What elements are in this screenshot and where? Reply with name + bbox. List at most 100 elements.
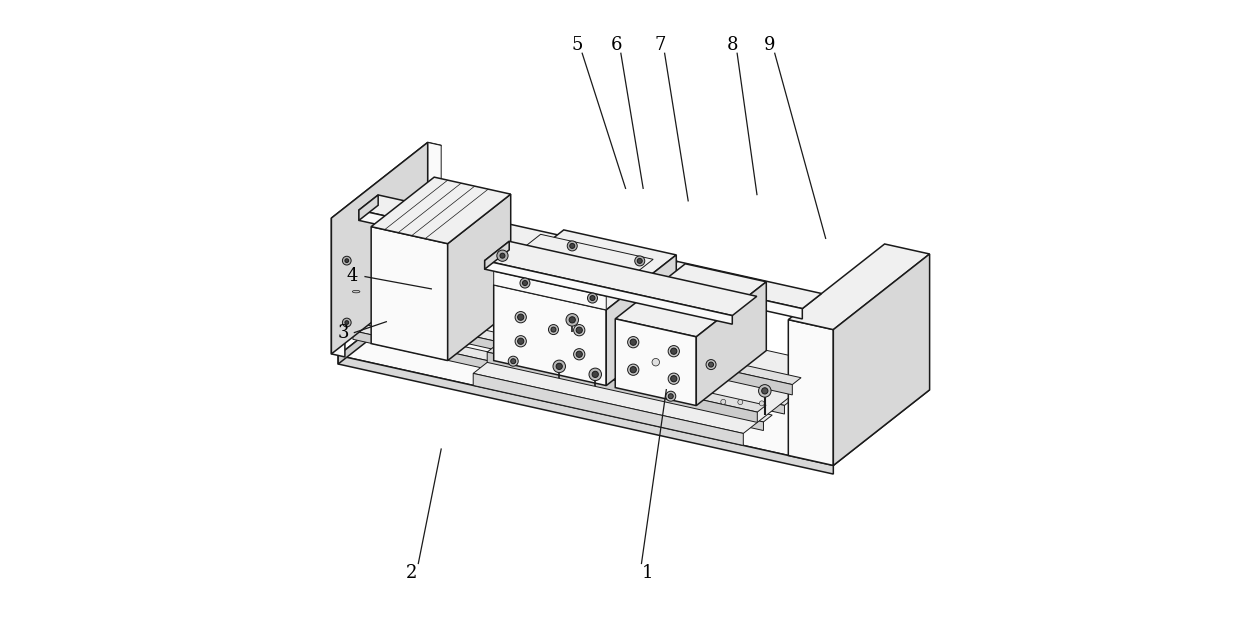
- Circle shape: [668, 394, 673, 399]
- Circle shape: [569, 317, 575, 323]
- Polygon shape: [338, 279, 435, 364]
- Circle shape: [520, 278, 530, 288]
- Circle shape: [652, 359, 659, 366]
- Circle shape: [576, 327, 582, 333]
- Polygon shape: [338, 279, 929, 465]
- Polygon shape: [616, 264, 766, 337]
- Text: 6: 6: [611, 36, 622, 54]
- Circle shape: [628, 364, 639, 376]
- Circle shape: [760, 401, 764, 406]
- Polygon shape: [522, 325, 792, 395]
- Circle shape: [342, 318, 351, 327]
- Circle shape: [628, 337, 639, 348]
- Polygon shape: [788, 244, 929, 330]
- Circle shape: [566, 313, 579, 326]
- Polygon shape: [493, 285, 606, 386]
- Circle shape: [670, 376, 676, 382]
- Polygon shape: [353, 324, 772, 422]
- Circle shape: [668, 373, 679, 384]
- Circle shape: [665, 391, 675, 401]
- Polygon shape: [484, 261, 732, 324]
- Polygon shape: [484, 241, 757, 316]
- Circle shape: [523, 281, 528, 286]
- Circle shape: [501, 253, 506, 258]
- Circle shape: [344, 321, 348, 325]
- Circle shape: [570, 244, 575, 249]
- Circle shape: [762, 387, 768, 394]
- Circle shape: [556, 363, 563, 369]
- Circle shape: [709, 362, 714, 367]
- Polygon shape: [331, 143, 427, 354]
- Polygon shape: [484, 241, 509, 269]
- Circle shape: [567, 241, 577, 251]
- Polygon shape: [550, 313, 675, 360]
- Polygon shape: [372, 227, 447, 360]
- Circle shape: [510, 359, 515, 364]
- Polygon shape: [374, 314, 784, 414]
- Circle shape: [497, 250, 508, 261]
- Polygon shape: [658, 261, 821, 308]
- Polygon shape: [696, 282, 766, 406]
- Polygon shape: [338, 355, 834, 474]
- Circle shape: [590, 296, 595, 301]
- Circle shape: [518, 314, 524, 320]
- Polygon shape: [493, 234, 653, 296]
- Polygon shape: [550, 340, 641, 377]
- Circle shape: [631, 367, 637, 373]
- Polygon shape: [372, 177, 510, 244]
- Circle shape: [631, 339, 637, 345]
- Circle shape: [592, 371, 598, 377]
- Circle shape: [515, 311, 527, 323]
- Circle shape: [587, 293, 597, 303]
- Circle shape: [574, 349, 585, 360]
- Polygon shape: [473, 305, 831, 433]
- Circle shape: [342, 256, 351, 265]
- Polygon shape: [447, 194, 510, 360]
- Circle shape: [574, 325, 585, 336]
- Circle shape: [553, 360, 565, 372]
- Polygon shape: [374, 307, 793, 406]
- Polygon shape: [493, 230, 676, 310]
- Text: 9: 9: [763, 36, 776, 54]
- Circle shape: [721, 399, 726, 404]
- Polygon shape: [487, 352, 757, 423]
- Circle shape: [758, 384, 771, 397]
- Circle shape: [706, 360, 716, 370]
- Polygon shape: [834, 254, 929, 465]
- Polygon shape: [788, 320, 834, 465]
- Polygon shape: [359, 195, 678, 276]
- Polygon shape: [522, 318, 802, 384]
- Circle shape: [589, 368, 601, 381]
- Ellipse shape: [352, 290, 359, 293]
- Polygon shape: [331, 143, 441, 221]
- Polygon shape: [606, 255, 676, 386]
- Polygon shape: [427, 143, 441, 281]
- Circle shape: [637, 258, 642, 263]
- Circle shape: [668, 345, 679, 357]
- Circle shape: [670, 348, 676, 354]
- Text: 4: 4: [346, 268, 358, 286]
- Text: 7: 7: [654, 36, 665, 54]
- Text: 5: 5: [571, 36, 582, 54]
- Circle shape: [576, 351, 582, 357]
- Polygon shape: [658, 276, 803, 319]
- Circle shape: [344, 259, 348, 263]
- Circle shape: [551, 327, 556, 332]
- Text: 3: 3: [337, 324, 349, 342]
- Polygon shape: [359, 210, 658, 287]
- Circle shape: [518, 338, 524, 344]
- Polygon shape: [487, 345, 766, 412]
- Circle shape: [737, 399, 743, 404]
- Polygon shape: [359, 195, 378, 220]
- Polygon shape: [473, 374, 743, 445]
- Text: 8: 8: [726, 36, 737, 54]
- Polygon shape: [493, 271, 606, 310]
- Circle shape: [508, 356, 518, 366]
- Text: 1: 1: [642, 565, 653, 582]
- Circle shape: [549, 325, 559, 335]
- Polygon shape: [331, 218, 344, 357]
- Circle shape: [634, 256, 644, 266]
- Polygon shape: [616, 319, 696, 406]
- Polygon shape: [353, 331, 763, 431]
- Circle shape: [515, 335, 527, 347]
